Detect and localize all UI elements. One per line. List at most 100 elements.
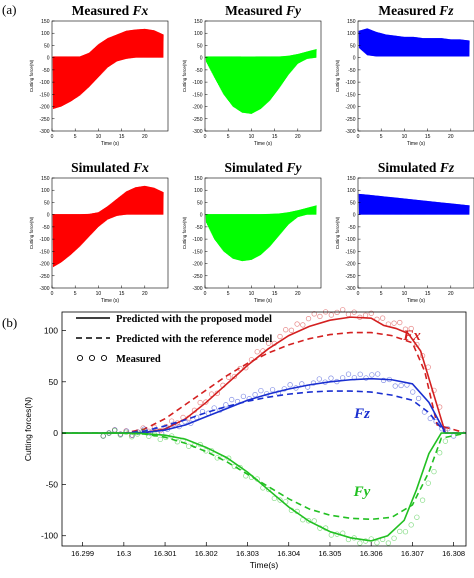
x-axis-label: Time (s) <box>407 298 425 304</box>
subplot-measured-fx: Measured Fx-300-250-200-150-100-50050100… <box>29 3 169 147</box>
y-tick-label: 150 <box>194 19 203 25</box>
measured-point <box>345 536 352 543</box>
measured-point <box>328 312 334 318</box>
measured-point <box>385 321 392 327</box>
y-tick-label: -200 <box>39 262 49 268</box>
x-axis-label: Time (s) <box>407 141 425 147</box>
measured-point <box>252 392 258 398</box>
x-tick-label: 20 <box>295 134 301 140</box>
subplot-title-variable: Fy <box>285 3 302 18</box>
measured-point <box>419 497 426 503</box>
measured-point <box>311 518 317 524</box>
measured-point <box>392 383 398 389</box>
measured-point <box>410 389 416 395</box>
signal-trace <box>52 28 164 109</box>
measured-point <box>293 385 299 391</box>
series-fy-measured <box>100 427 449 546</box>
measured-point <box>217 407 223 413</box>
measured-point <box>368 536 374 542</box>
signal-trace <box>358 28 470 57</box>
y-tick-label: 100 <box>44 325 58 335</box>
measured-point <box>220 382 226 388</box>
measured-point <box>106 430 112 436</box>
y-tick-label: -100 <box>192 237 202 243</box>
y-tick-label: 150 <box>41 176 50 182</box>
x-tick-label: 0 <box>357 134 360 140</box>
measured-point <box>226 455 232 461</box>
measured-point <box>151 431 158 437</box>
measured-point <box>169 433 175 439</box>
measured-point <box>283 327 289 333</box>
measured-point <box>203 448 209 454</box>
y-axis-label: Cutting force(N) <box>335 216 340 249</box>
measured-point <box>368 310 374 316</box>
x-tick-label: 10 <box>249 291 255 297</box>
y-tick-label: 50 <box>197 200 203 206</box>
measured-point <box>134 431 141 437</box>
subplot-title-variable: Fx <box>132 160 149 175</box>
measured-point <box>345 371 352 377</box>
y-tick-label: -200 <box>345 262 355 268</box>
measured-point <box>287 382 293 388</box>
measured-point <box>357 314 363 320</box>
measured-point <box>254 476 260 482</box>
y-tick-label: -250 <box>192 117 202 123</box>
subplot-title: Simulated Fz <box>378 160 455 175</box>
subplot-title-prefix: Measured <box>225 3 286 18</box>
y-tick-label: -300 <box>345 286 355 292</box>
measured-point <box>191 442 198 449</box>
subplot-simulated-fx: Simulated Fx-300-250-200-150-100-5005010… <box>29 160 169 304</box>
x-tick-label: 16.303 <box>236 549 259 558</box>
y-tick-label: -50 <box>348 68 355 74</box>
y-tick-label: -100 <box>41 531 58 541</box>
measured-point <box>208 391 215 397</box>
measured-point <box>397 528 403 535</box>
x-tick-label: 5 <box>74 134 77 140</box>
y-tick-label: 0 <box>47 213 50 219</box>
y-tick-label: -300 <box>192 129 202 135</box>
measured-point <box>180 437 186 443</box>
y-axis-label: Cutting force(N) <box>182 216 187 249</box>
measured-point <box>237 464 243 471</box>
measured-point <box>234 398 241 405</box>
measured-point <box>408 325 414 332</box>
x-tick-label: 16.308 <box>442 549 465 558</box>
measured-point <box>203 399 209 405</box>
measured-point <box>294 321 300 327</box>
measured-point <box>305 518 312 524</box>
measured-point <box>117 432 123 438</box>
x-tick-label: 10 <box>402 134 408 140</box>
x-tick-label: 16.305 <box>318 549 341 558</box>
measured-point <box>269 387 276 393</box>
x-tick-label: 20 <box>142 291 148 297</box>
panel-b-label: (b) <box>2 315 17 330</box>
subplot-measured-fz: Measured Fz-300-250-200-150-100-50050100… <box>335 3 474 147</box>
measured-point <box>163 434 169 441</box>
x-axis-label: Time(s) <box>250 560 279 570</box>
y-tick-label: -50 <box>42 225 49 231</box>
y-tick-label: -300 <box>345 129 355 135</box>
y-tick-label: 0 <box>353 213 356 219</box>
measured-point <box>304 384 311 390</box>
measured-point <box>140 425 146 431</box>
measured-point <box>129 434 135 440</box>
x-tick-label: 10 <box>249 134 255 140</box>
subplot-title: Simulated Fy <box>225 160 303 175</box>
subplot-measured-fy: Measured Fy-300-250-200-150-100-50050100… <box>182 3 322 147</box>
measured-point <box>223 402 229 408</box>
measured-point <box>305 316 312 322</box>
measured-point <box>345 311 352 318</box>
panel-a-subplots: Measured Fx-300-250-200-150-100-50050100… <box>29 3 474 304</box>
measured-point <box>391 535 397 541</box>
subplot-simulated-fy: Simulated Fy-300-250-200-150-100-5005010… <box>182 160 322 304</box>
x-tick-label: 0 <box>51 291 54 297</box>
signal-trace <box>52 185 164 267</box>
y-tick-label: 100 <box>347 31 356 37</box>
subplot-title-variable: Fx <box>132 3 149 18</box>
measured-point <box>214 390 220 396</box>
measured-point <box>386 376 393 383</box>
legend-measured-label: Measured <box>116 354 161 365</box>
y-tick-label: 50 <box>350 200 356 206</box>
y-tick-label: 150 <box>41 19 50 25</box>
y-tick-label: 50 <box>350 43 356 49</box>
